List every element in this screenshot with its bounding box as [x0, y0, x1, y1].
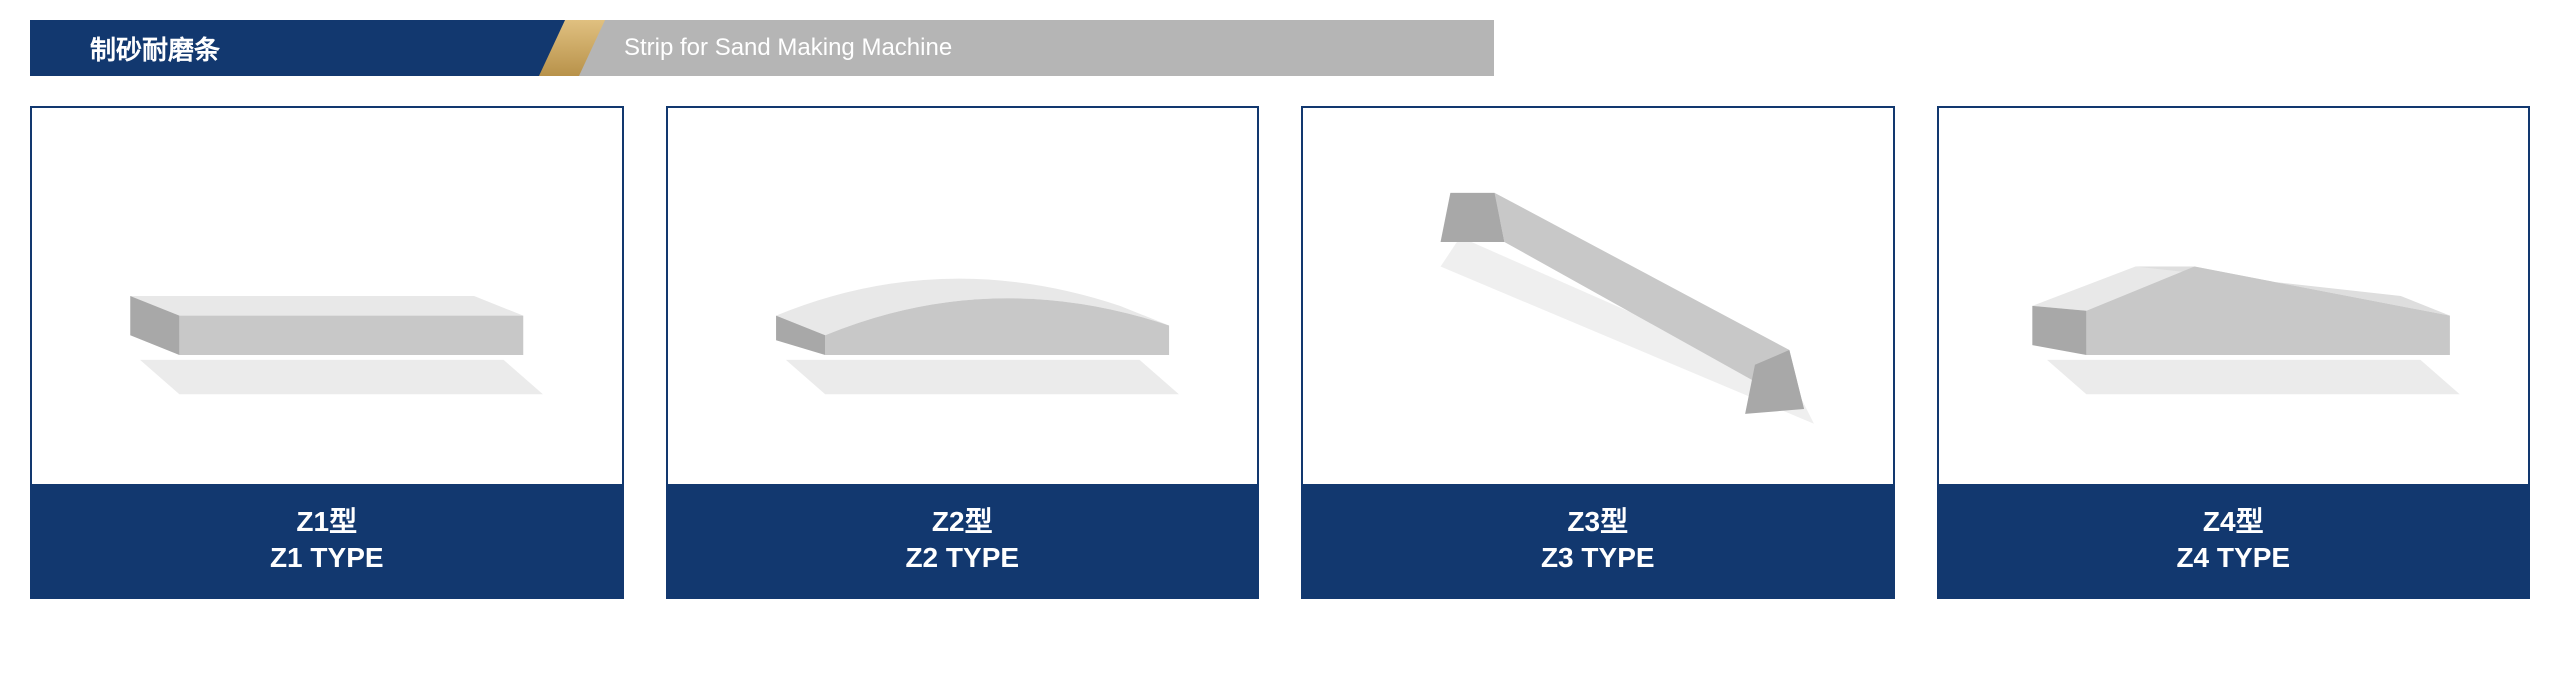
product-caption: Z1型 Z1 TYPE [30, 486, 624, 599]
section-header: 制砂耐磨条 Strip for Sand Making Machine [30, 20, 2530, 76]
product-card: Z4型 Z4 TYPE [1937, 106, 2531, 599]
product-card: Z3型 Z3 TYPE [1301, 106, 1895, 599]
product-card: Z1型 Z1 TYPE [30, 106, 624, 599]
caption-cn: Z4型 [1947, 504, 2521, 540]
product-card: Z2型 Z2 TYPE [666, 106, 1260, 599]
header-title-cn: 制砂耐磨条 [30, 20, 570, 76]
product-illustration-z3 [1301, 106, 1895, 486]
product-illustration-z2 [666, 106, 1260, 486]
caption-en: Z4 TYPE [1947, 540, 2521, 576]
caption-en: Z3 TYPE [1311, 540, 1885, 576]
product-caption: Z2型 Z2 TYPE [666, 486, 1260, 599]
caption-cn: Z3型 [1311, 504, 1885, 540]
caption-en: Z2 TYPE [676, 540, 1250, 576]
header-title-en: Strip for Sand Making Machine [574, 20, 1494, 76]
caption-cn: Z2型 [676, 504, 1250, 540]
caption-cn: Z1型 [40, 504, 614, 540]
product-illustration-z4 [1937, 106, 2531, 486]
caption-en: Z1 TYPE [40, 540, 614, 576]
product-caption: Z4型 Z4 TYPE [1937, 486, 2531, 599]
product-illustration-z1 [30, 106, 624, 486]
product-card-row: Z1型 Z1 TYPE Z2型 Z2 TYPE [30, 106, 2530, 599]
product-caption: Z3型 Z3 TYPE [1301, 486, 1895, 599]
